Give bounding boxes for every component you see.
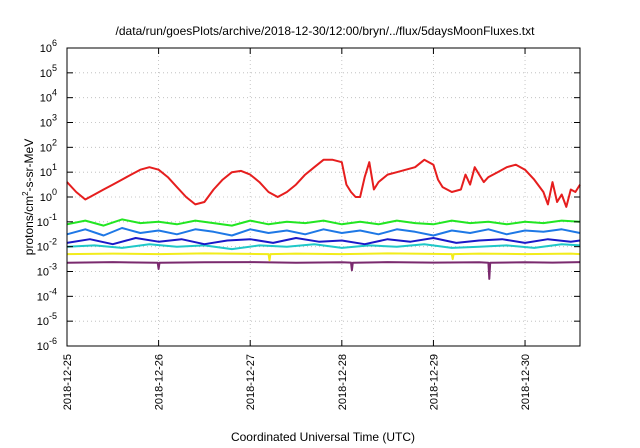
series-line bbox=[66, 252, 581, 262]
y-tick-label: 102 bbox=[40, 137, 57, 154]
x-tick-label: 2018-12-30 bbox=[520, 354, 532, 410]
data-series bbox=[66, 158, 581, 280]
y-tick-label: 106 bbox=[40, 38, 57, 55]
x-tick-label: 2018-12-28 bbox=[337, 354, 349, 410]
x-tick-label: 2018-12-26 bbox=[154, 354, 166, 410]
y-axis-label-sup: 2 bbox=[21, 191, 30, 196]
series-line bbox=[66, 218, 581, 227]
series-line bbox=[66, 243, 581, 251]
y-tick-label: 101 bbox=[40, 162, 57, 179]
y-axis-ticks: 10-6 10-5 10-4 10-3 10-2 10-1 100 101 102 103 104 1… bbox=[37, 38, 580, 353]
y-tick-label: 10-1 bbox=[37, 212, 57, 229]
series-line bbox=[66, 237, 581, 246]
x-axis-ticks: 2018-12-25 2018-12-26 2018-12-27 2018-12-28… bbox=[62, 48, 532, 410]
y-tick-label: 10-4 bbox=[37, 286, 57, 303]
y-axis-label: protons/cm2-s-sr-MeV bbox=[21, 139, 36, 255]
y-tick-label: 10-5 bbox=[37, 311, 57, 328]
y-tick-label: 104 bbox=[40, 88, 57, 105]
x-axis-label: Coordinated Universal Time (UTC) bbox=[231, 430, 415, 444]
y-axis-label-rest: -s-sr-MeV bbox=[22, 139, 36, 192]
chart-title: /data/run/goesPlots/archive/2018-12-30/1… bbox=[116, 24, 536, 38]
y-tick-label: 100 bbox=[40, 187, 57, 204]
x-tick-label: 2018-12-25 bbox=[62, 354, 74, 410]
y-tick-label: 10-2 bbox=[37, 237, 57, 254]
x-tick-label: 2018-12-29 bbox=[428, 354, 440, 410]
series-line bbox=[66, 261, 581, 280]
y-tick-label: 105 bbox=[40, 63, 57, 80]
series-line bbox=[66, 227, 581, 237]
y-tick-label: 103 bbox=[40, 113, 57, 130]
y-axis-label-text: protons/cm bbox=[22, 196, 36, 255]
y-tick-label: 10-6 bbox=[37, 336, 57, 353]
grid-lines bbox=[66, 47, 580, 347]
y-tick-label: 10-3 bbox=[37, 262, 57, 279]
x-tick-label: 2018-12-27 bbox=[245, 354, 257, 410]
series-line bbox=[66, 158, 581, 208]
